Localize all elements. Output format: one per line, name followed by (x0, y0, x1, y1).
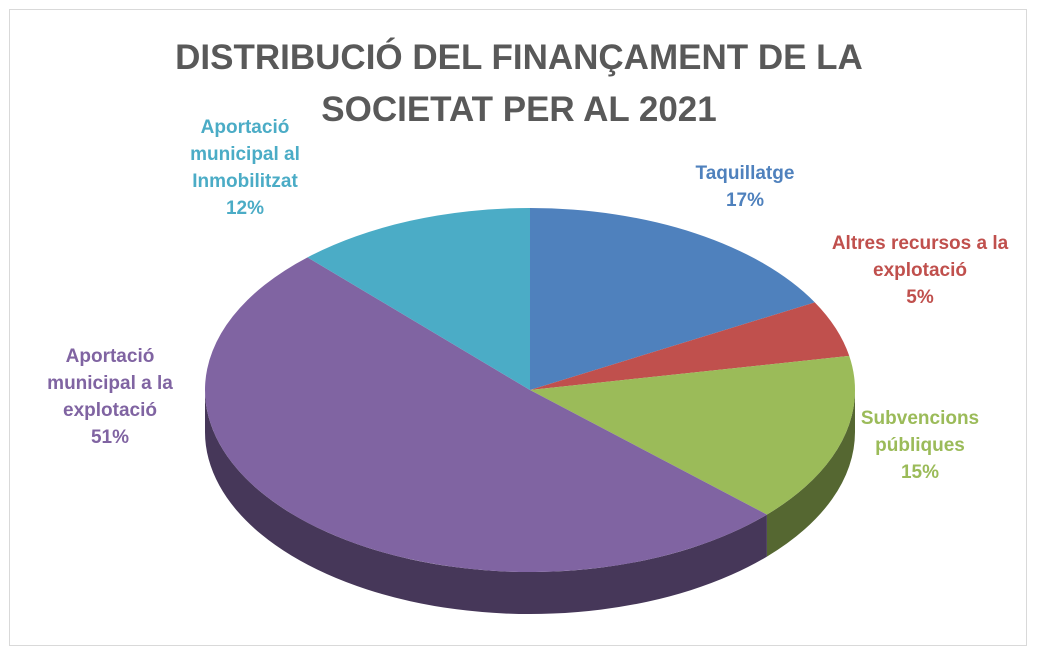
value-label: 17% (725, 190, 765, 211)
pie-slice (307, 208, 530, 390)
data-label: Altres recursos a la explotació 5% (825, 230, 1015, 311)
value-label: 5% (906, 287, 934, 308)
data-label: Aportació municipal a la explotació 51% (30, 343, 190, 451)
pie-slice-side (205, 390, 767, 614)
pie-slice (530, 355, 855, 515)
pie-slice-side (766, 390, 855, 557)
category-label: Aportació municipal a la explotació (47, 346, 173, 421)
chart-title: DISTRIBUCIÓ DEL FINANÇAMENT DE LA SOCIET… (175, 38, 863, 129)
value-label: 15% (900, 462, 940, 483)
category-label: Taquillatge (695, 163, 795, 184)
value-label: 51% (90, 427, 130, 448)
data-label: Aportació municipal al Inmobilitzat 12% (178, 114, 313, 222)
data-label: Taquillatge 17% (670, 160, 820, 214)
pie-slice (205, 257, 767, 572)
category-label: Aportació municipal al Inmobilitzat (190, 117, 300, 192)
category-label: Altres recursos a la explotació (831, 233, 1009, 281)
category-label: Subvencions públiques (860, 408, 980, 456)
data-label: Subvencions públiques 15% (845, 405, 995, 486)
pie-slice (530, 208, 815, 390)
pie-slice (530, 302, 850, 390)
chart-border (9, 9, 1027, 646)
value-label: 12% (225, 198, 265, 219)
